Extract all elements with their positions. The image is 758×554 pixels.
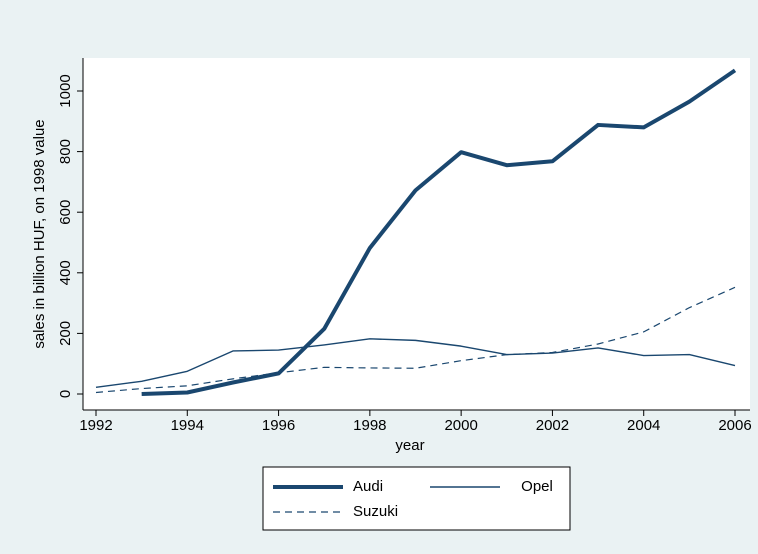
legend	[262, 466, 571, 531]
x-tick-label: 1998	[353, 417, 386, 434]
x-tick-label: 1996	[262, 417, 295, 434]
x-axis-label: year	[395, 437, 424, 454]
y-tick-label: 400	[57, 260, 74, 285]
y-axis-label: sales in billion HUF, on 1998 value	[31, 119, 48, 348]
legend-label: Audi	[353, 478, 383, 495]
x-tick-label: 2002	[536, 417, 569, 434]
y-tick-label: 600	[57, 200, 74, 225]
y-tick-label: 200	[57, 321, 74, 346]
legend-label: Suzuki	[353, 503, 398, 520]
x-tick-label: 2000	[444, 417, 477, 434]
x-tick-label: 1992	[79, 417, 112, 434]
y-tick-label: 0	[57, 390, 74, 398]
x-tick-label: 2006	[718, 417, 751, 434]
y-tick-label: 1000	[57, 74, 74, 107]
series-line	[95, 338, 736, 389]
legend-label: Opel	[521, 478, 553, 495]
series-line	[141, 68, 737, 396]
x-tick-label: 2004	[627, 417, 660, 434]
plot-area	[83, 58, 750, 410]
x-tick-label: 1994	[171, 417, 204, 434]
y-tick-label: 800	[57, 139, 74, 164]
